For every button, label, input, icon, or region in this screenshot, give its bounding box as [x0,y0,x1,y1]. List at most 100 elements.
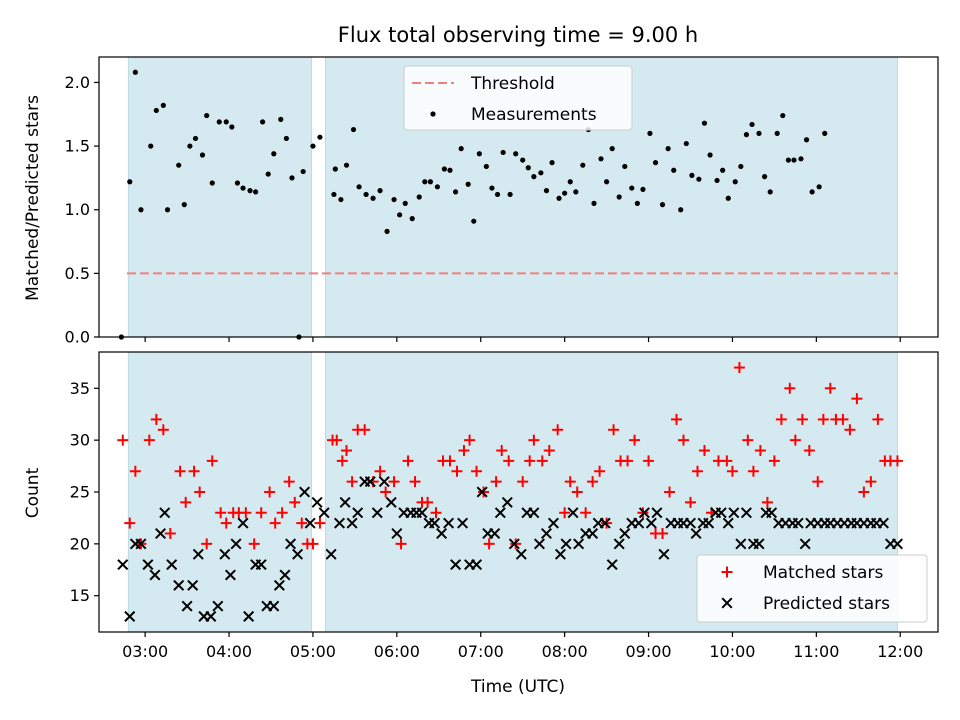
matched-point-50 [458,445,470,457]
measurement-point-106 [780,112,786,119]
predicted-point-6 [155,527,167,539]
matched-point-10 [188,465,200,477]
predicted-point-60 [501,496,513,508]
predicted-point-76 [606,559,618,571]
measurement-point-87 [665,146,671,152]
matched-point-109 [865,476,877,488]
predicted-point-34-b [334,517,346,529]
measurement-point-57 [483,163,489,170]
measurement-point-5 [153,107,159,114]
top-panel-frame [98,56,939,338]
legend-predicted-swatch-b [721,597,733,609]
top-panel-y-tick-label-0: 0.0 [65,328,90,347]
measurement-point-6 [160,102,166,108]
predicted-point-43-b [391,527,403,539]
predicted-point-41 [378,476,390,488]
measurement-point-33 [332,166,338,172]
matched-point-43 [409,476,421,488]
measurement-point-72 [573,189,579,195]
predicted-point-24 [268,600,280,612]
measurement-point-11 [192,135,199,142]
legend-matched-swatch [721,566,733,578]
predicted-point-9 [173,579,185,591]
matched-point-31 [331,434,343,446]
measurement-point-83 [640,186,646,192]
predicted-point-1-b [124,610,136,622]
measurement-point-99 [738,163,744,170]
measurement-point-89 [678,207,684,213]
predicted-point-25-b [273,579,285,591]
bottom-panel-series-matched [117,362,903,550]
matched-point-45 [422,496,434,508]
legend-measurements-swatch [430,111,436,117]
measurement-point-18 [234,180,241,186]
matched-point-77 [643,455,655,467]
predicted-point-16 [219,548,231,560]
matched-point-68 [580,507,592,519]
measurement-point-1 [127,179,133,185]
predicted-point-99-b [753,538,765,550]
measurement-point-37 [356,184,362,190]
matched-point-29 [314,517,326,529]
matched-point-5 [150,413,162,425]
matched-point-39 [380,486,392,498]
predicted-point-78-b [619,527,631,539]
measurement-point-108 [791,157,797,163]
matched-point-106 [844,424,856,436]
predicted-point-22-b [255,559,267,571]
measurement-point-76 [598,156,604,162]
predicted-point-4 [142,559,154,571]
matched-point-9 [180,496,192,508]
predicted-point-25 [273,579,285,591]
predicted-point-1 [124,610,136,622]
predicted-point-70-b [567,507,579,519]
x-tick-label-9: 12:00 [877,642,923,661]
measurement-point-43 [397,212,403,218]
predicted-point-89 [690,527,702,539]
measurement-point-78 [609,146,615,152]
measurement-point-59 [494,191,501,198]
predicted-point-51 [443,517,455,529]
matched-point-88 [721,455,733,467]
predicted-point-28 [292,548,304,560]
predicted-point-75 [599,517,611,529]
predicted-point-52 [450,559,462,571]
matched-point-94 [761,496,773,508]
measurement-point-20 [247,188,253,194]
measurement-point-104 [767,189,773,195]
matched-point-1 [124,517,136,529]
bottom-panel-y-tick-label-4: 35 [70,379,90,398]
measurement-point-92 [696,176,702,182]
legend-measurements-label: Measurements [471,105,597,125]
measurement-point-79 [616,194,622,200]
measurement-point-53 [458,146,464,152]
measurement-point-58 [489,185,495,191]
measurement-point-65 [531,174,537,180]
measurement-point-2 [132,69,138,75]
measurement-point-13 [204,112,210,119]
measurement-point-15 [216,119,222,125]
predicted-point-97-b [740,507,752,519]
matched-point-40 [388,476,400,488]
predicted-point-5 [149,569,161,581]
matched-point-6 [157,424,169,436]
predicted-point-94 [722,517,734,529]
predicted-point-28-b [292,548,304,560]
measurement-point-61 [507,191,513,198]
predicted-point-19 [237,517,249,529]
matched-point-63 [543,445,555,457]
matched-point-110 [872,413,884,425]
predicted-point-96-b [735,538,747,550]
predicted-point-17-b [224,569,236,581]
measurement-point-55 [471,218,477,224]
matched-point-107 [851,393,863,405]
matched-point-55 [490,476,502,488]
predicted-point-76-b [606,559,618,571]
predicted-point-56 [476,486,488,498]
predicted-point-0 [117,559,129,571]
predicted-point-10-b [181,600,193,612]
x-tick-label-6: 09:00 [625,642,671,661]
predicted-point-3-b [135,538,147,550]
predicted-point-32 [318,507,330,519]
